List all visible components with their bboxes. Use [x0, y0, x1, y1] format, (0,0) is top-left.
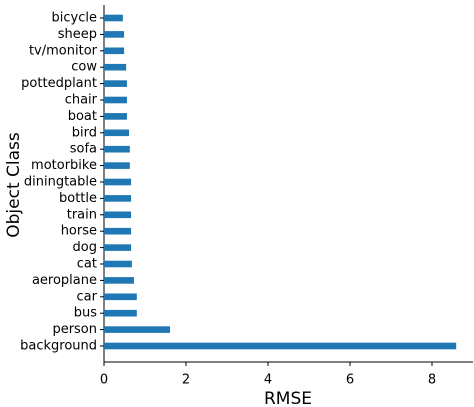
- bar: [104, 162, 130, 169]
- bar: [104, 211, 132, 219]
- y-tick-label: motorbike: [31, 158, 97, 173]
- bar: [104, 260, 132, 268]
- bar: [104, 145, 130, 153]
- y-tick-label: sofa: [70, 142, 97, 157]
- bar: [104, 326, 171, 333]
- x-axis-label: RMSE: [264, 389, 312, 407]
- y-tick-label: aeroplane: [32, 273, 97, 288]
- bar: [104, 129, 130, 137]
- bar: [104, 309, 137, 317]
- bar: [104, 31, 125, 38]
- y-tick-label: bottle: [59, 191, 97, 206]
- bar: [104, 14, 123, 22]
- y-tick-label: boat: [68, 109, 97, 124]
- bar: [104, 195, 132, 202]
- y-tick-label: bird: [72, 125, 97, 140]
- y-tick-label: horse: [61, 224, 97, 239]
- bar: [104, 342, 457, 350]
- y-tick-label: cow: [71, 60, 97, 75]
- bar: [104, 80, 127, 87]
- y-axis-label: Object Class: [4, 132, 24, 238]
- bar: [104, 277, 134, 284]
- bar: [104, 47, 125, 55]
- y-tick-label: tv/monitor: [29, 43, 98, 58]
- x-tick-label: 6: [346, 373, 354, 388]
- bar: [104, 178, 132, 186]
- x-tick-label: 2: [182, 373, 190, 388]
- x-tick-label: 8: [428, 373, 436, 388]
- bar: [104, 96, 127, 104]
- y-tick-label: bicycle: [52, 11, 97, 26]
- bar: [104, 244, 132, 251]
- y-tick-label: car: [77, 289, 98, 304]
- y-tick-label: pottedplant: [21, 76, 97, 91]
- y-tick-label: chair: [65, 93, 98, 108]
- y-tick-label: background: [20, 339, 97, 354]
- y-tick-label: person: [52, 322, 97, 337]
- bar: [104, 63, 127, 71]
- y-tick-label: train: [67, 207, 97, 222]
- y-tick-label: diningtable: [24, 175, 97, 190]
- bar: [104, 113, 127, 120]
- bar: [104, 293, 137, 301]
- x-tick-label: 0: [100, 373, 108, 388]
- bar: [104, 227, 132, 235]
- y-tick-label: cat: [77, 257, 97, 272]
- x-tick-label: 4: [264, 373, 272, 388]
- y-tick-label: bus: [74, 306, 97, 321]
- y-tick-label: sheep: [58, 27, 97, 42]
- y-tick-label: dog: [73, 240, 97, 255]
